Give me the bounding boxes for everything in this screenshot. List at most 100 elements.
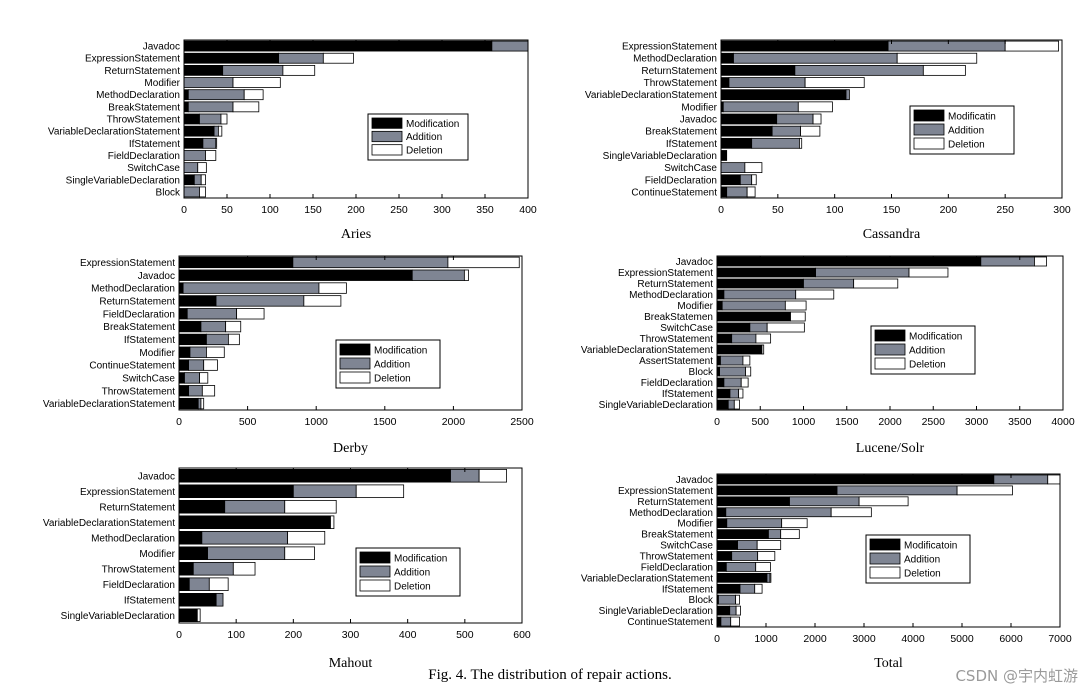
bar-addition (197, 397, 202, 410)
bar-modification (716, 256, 982, 267)
bar-modification (716, 355, 721, 366)
legend-label: Addition (394, 568, 430, 579)
bar-modification (716, 572, 768, 583)
bar-modification (720, 77, 730, 88)
legend-label: Addition (406, 132, 442, 143)
category-label: VariableDeclarationStatement (581, 345, 713, 356)
bar-deletion (742, 355, 751, 366)
x-tick-label: 2000 (878, 416, 902, 428)
bar-deletion (830, 507, 872, 518)
x-tick-label: 1000 (754, 633, 778, 645)
category-label: ExpressionStatement (618, 486, 713, 497)
bar-modification (178, 561, 194, 576)
legend-swatch-1 (874, 343, 906, 356)
category-label: ReturnStatement (104, 66, 180, 77)
x-tick-label: 1500 (835, 416, 859, 428)
category-label: MethodDeclaration (633, 54, 717, 65)
bar-addition (188, 359, 205, 371)
bar-deletion (205, 150, 217, 161)
bar-modification (716, 496, 790, 507)
category-label: SwitchCase (122, 373, 175, 384)
bar-addition (184, 372, 200, 384)
bar-modification (178, 484, 294, 499)
x-tick-label: 400 (399, 629, 417, 641)
category-label: SingleVariableDeclaration (603, 151, 717, 162)
category-label: SwitchCase (660, 541, 713, 552)
bar-modification (178, 333, 207, 346)
bar-deletion (225, 320, 242, 333)
category-label: ThrowStatement (107, 115, 181, 126)
category-label: Javadoc (143, 42, 180, 53)
x-tick-label: 400 (519, 204, 537, 216)
category-label: IfStatement (662, 389, 713, 400)
watermark-text: CSDN @宇内虹游 (955, 667, 1078, 685)
bar-addition (723, 289, 797, 300)
bar-deletion (217, 125, 223, 137)
bar-addition (186, 308, 238, 320)
bar-addition (182, 282, 320, 294)
bar-deletion (790, 311, 806, 322)
bar-modification (716, 278, 804, 289)
category-label: ReturnStatement (99, 502, 175, 513)
category-label: FieldDeclaration (641, 378, 713, 389)
bar-modification (720, 40, 889, 52)
chart-title: Total (874, 656, 903, 671)
legend-swatch-0 (913, 109, 945, 122)
legend: Modification Addition Deletion (870, 325, 976, 375)
bar-addition (726, 518, 783, 529)
x-tick-label: 0 (176, 629, 182, 641)
bar-addition (803, 278, 855, 289)
bar-addition (206, 333, 229, 346)
bar-addition (199, 113, 222, 125)
x-tick-label: 350 (476, 204, 494, 216)
category-label: FieldDeclaration (108, 151, 180, 162)
bar-modification (716, 485, 838, 496)
bar-modification (716, 551, 733, 561)
bar-modification (183, 65, 224, 76)
bar-addition (187, 101, 234, 113)
x-tick-label: 3000 (965, 416, 989, 428)
bar-addition (278, 52, 324, 64)
bar-modification (183, 137, 204, 149)
category-label: Block (689, 595, 714, 606)
bar-addition (725, 507, 832, 518)
bar-deletion (781, 518, 808, 529)
x-tick-label: 50 (221, 204, 233, 216)
category-label: SingleVariableDeclaration (61, 611, 175, 622)
x-tick-label: 7000 (1048, 633, 1072, 645)
x-tick-label: 0 (714, 633, 720, 645)
category-label: ExpressionStatement (618, 268, 713, 279)
bar-modification (716, 311, 791, 322)
bar-addition (776, 113, 814, 125)
x-tick-label: 4000 (901, 633, 925, 645)
bar-modification (178, 397, 199, 410)
bar-addition (727, 399, 735, 410)
bar-deletion (197, 162, 207, 173)
bar-addition (739, 174, 753, 186)
bar-deletion (1034, 256, 1047, 267)
category-label: FieldDeclaration (103, 309, 175, 320)
bar-modification (720, 113, 778, 125)
bar-addition (411, 269, 465, 281)
bar-addition (845, 89, 850, 101)
bar-deletion (761, 344, 765, 355)
bar-addition (201, 530, 289, 545)
bar-addition (183, 77, 234, 88)
bar-deletion (199, 372, 209, 384)
bar-modification (178, 269, 413, 281)
x-tick-label: 250 (390, 204, 408, 216)
category-label: BreakStatement (641, 530, 713, 541)
bar-modification (716, 289, 725, 300)
category-label: Javadoc (676, 475, 713, 486)
legend-swatch-2 (874, 357, 906, 370)
category-label: ExpressionStatement (622, 42, 717, 53)
bar-deletion (236, 308, 265, 320)
legend: Modification Addition Deletion (367, 113, 469, 161)
category-label: IfStatement (124, 335, 175, 346)
legend-label: Modification (374, 346, 427, 357)
bar-deletion (199, 186, 206, 198)
bar-modification (716, 540, 738, 550)
x-tick-label: 3500 (1008, 416, 1032, 428)
bar-deletion (735, 605, 741, 616)
